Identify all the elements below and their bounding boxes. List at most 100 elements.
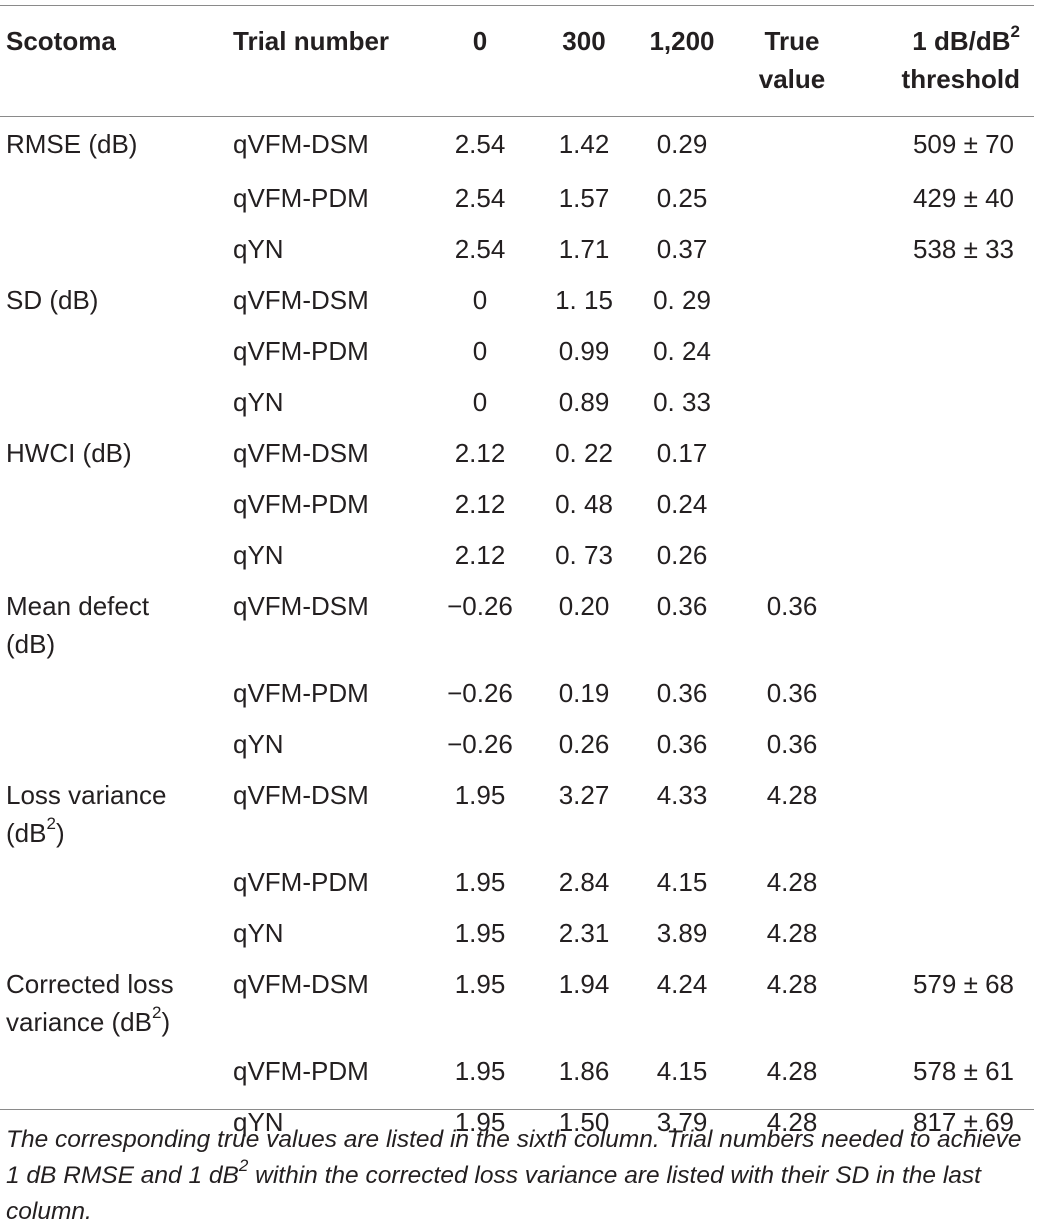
value-300: 0.99 (558, 336, 610, 366)
true-value: 4.28 (766, 867, 818, 897)
value-300: 2.84 (558, 867, 610, 897)
caption-sup: 2 (238, 1155, 249, 1175)
method-cell: qVFM-DSM (233, 969, 369, 999)
value-300: 1.86 (558, 1056, 610, 1086)
method-cell: qVFM-DSM (233, 591, 369, 621)
threshold-value (852, 670, 1034, 721)
value-1200: 0.36 (656, 678, 708, 708)
table-row: Corrected loss variance (dB2) qVFM-DSM 1… (0, 961, 1034, 1048)
threshold-value (852, 910, 1034, 961)
row-label (0, 328, 228, 379)
threshold-value (852, 721, 1034, 772)
value-300: 0.26 (558, 729, 610, 759)
threshold-value (852, 379, 1034, 430)
value-300: 1.71 (558, 234, 610, 264)
threshold-value (852, 583, 1034, 670)
threshold-value: 817 ± 69 (912, 1107, 1014, 1137)
top-rule (0, 5, 1034, 6)
value-1200: 0.37 (656, 234, 708, 264)
value-1200: 0.25 (656, 183, 708, 213)
header-trial-300: 300 (562, 26, 606, 56)
header-true-value-line1: True (764, 26, 820, 56)
row-label (0, 910, 228, 961)
table-row: SD (dB) qVFM-DSM 0 1. 15 0. 29 (0, 277, 1034, 328)
row-label-line1: Mean defect (6, 591, 150, 621)
table-row: qYN 2.54 1.71 0.37 538 ± 33 (0, 226, 1034, 277)
value-300: 1.42 (558, 129, 610, 159)
true-value: 0.36 (766, 729, 818, 759)
true-value: 4.28 (766, 969, 818, 999)
row-label (0, 859, 228, 910)
method-cell: qVFM-DSM (233, 129, 369, 159)
table-row: qYN 2.12 0. 73 0.26 (0, 532, 1034, 583)
header-trial-1200: 1,200 (649, 26, 715, 56)
method-cell: qYN (233, 918, 284, 948)
row-label (0, 481, 228, 532)
value-0: 2.54 (454, 129, 506, 159)
threshold-value (852, 532, 1034, 583)
value-0: 1.95 (454, 780, 506, 810)
true-value: 4.28 (766, 780, 818, 810)
row-label: Loss variance (dB2) (0, 772, 228, 859)
method-cell: qYN (233, 1107, 284, 1137)
row-label-line2: (dB) (6, 629, 56, 659)
value-1200: 4.24 (656, 969, 708, 999)
true-value: 4.28 (766, 1107, 818, 1137)
table-row: HWCI (dB) qVFM-DSM 2.12 0. 22 0.17 (0, 430, 1034, 481)
row-label-close: ) (55, 818, 65, 848)
value-0: 1.95 (454, 969, 506, 999)
header-threshold-sup: 2 (1010, 22, 1020, 42)
true-value (732, 328, 852, 379)
header-trial-0: 0 (472, 26, 488, 56)
true-value (732, 175, 852, 226)
value-1200: 0.24 (656, 489, 708, 519)
value-0: −0.26 (447, 591, 513, 621)
value-300: 0. 48 (555, 489, 613, 519)
results-table: Scotoma Trial number 0 300 1,200 True va… (0, 6, 1034, 1150)
row-label-sup: 2 (46, 814, 56, 834)
row-label: SD (dB) (6, 285, 99, 315)
method-cell: qVFM-PDM (233, 489, 369, 519)
value-0: 0 (472, 387, 488, 417)
row-label (0, 379, 228, 430)
table-row: Loss variance (dB2) qVFM-DSM 1.95 3.27 4… (0, 772, 1034, 859)
threshold-value (852, 430, 1034, 481)
value-0: 1.95 (454, 1107, 506, 1137)
value-300: 1.50 (558, 1107, 610, 1137)
method-cell: qYN (233, 387, 284, 417)
value-0: 0 (472, 285, 488, 315)
method-cell: qVFM-PDM (233, 183, 369, 213)
row-label (0, 721, 228, 772)
value-0: 2.12 (454, 489, 506, 519)
value-300: 0. 22 (555, 438, 613, 468)
header-threshold: 1 dB/dB2 threshold (852, 6, 1034, 100)
value-1200: 0. 29 (653, 285, 711, 315)
threshold-value (852, 481, 1034, 532)
value-300: 1.57 (558, 183, 610, 213)
method-cell: qVFM-DSM (233, 438, 369, 468)
method-cell: qYN (233, 540, 284, 570)
table-row: qVFM-PDM 2.12 0. 48 0.24 (0, 481, 1034, 532)
true-value: 0.36 (766, 591, 818, 621)
table-row: qYN 0 0.89 0. 33 (0, 379, 1034, 430)
threshold-value (852, 328, 1034, 379)
value-0: 1.95 (454, 867, 506, 897)
header-rule (0, 116, 1034, 117)
value-300: 0.20 (558, 591, 610, 621)
header-threshold-line2: threshold (901, 64, 1020, 94)
method-cell: qYN (233, 234, 284, 264)
true-value (732, 379, 852, 430)
value-0: 2.54 (454, 234, 506, 264)
value-1200: 4.15 (656, 1056, 708, 1086)
method-cell: qVFM-DSM (233, 285, 369, 315)
value-1200: 0.36 (656, 729, 708, 759)
value-1200: 0. 33 (653, 387, 711, 417)
method-cell: qVFM-PDM (233, 867, 369, 897)
row-label (0, 670, 228, 721)
value-1200: 3.89 (656, 918, 708, 948)
row-label: Corrected loss variance (dB2) (0, 961, 228, 1048)
value-1200: 0.29 (656, 129, 708, 159)
method-cell: qVFM-PDM (233, 678, 369, 708)
value-0: 1.95 (454, 1056, 506, 1086)
value-0: −0.26 (447, 678, 513, 708)
